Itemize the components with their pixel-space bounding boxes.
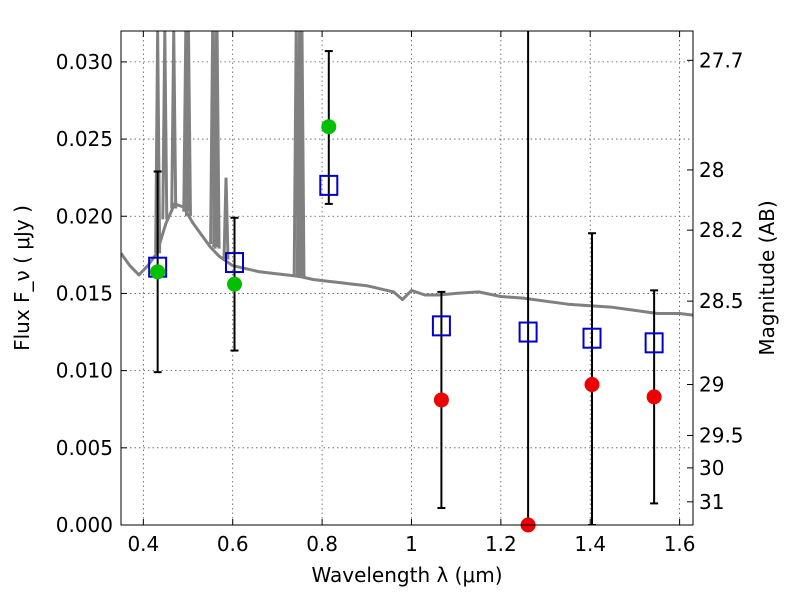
model-photometry — [148, 174, 664, 354]
emission-line — [154, 31, 162, 254]
y-tick-label: 0.005 — [56, 436, 113, 460]
x-axis-title: Wavelength λ (μm) — [311, 563, 502, 587]
detection-point — [150, 264, 166, 280]
y-tick-label: 0.020 — [56, 204, 113, 228]
upper-limit-point — [646, 389, 662, 405]
model-box — [518, 321, 538, 343]
y-tick-label: 0.025 — [56, 127, 113, 151]
right-tick-label: 31 — [699, 490, 724, 514]
right-tick-label: 30 — [699, 456, 724, 480]
x-tick-label: 1.6 — [664, 532, 696, 556]
upper-limit-point — [433, 392, 449, 408]
x-tick-label: 1.4 — [574, 532, 606, 556]
y-tick-label: 0.015 — [56, 281, 113, 305]
error-bars — [153, 31, 659, 525]
emission-line — [161, 31, 169, 220]
right-tick-label: 29 — [699, 373, 724, 397]
right-tick-label: 28.5 — [699, 289, 744, 313]
model-box — [644, 332, 664, 354]
model-spectrum — [121, 31, 693, 317]
x-tick-label: 1 — [405, 532, 418, 556]
y-tick-label: 0.000 — [56, 513, 113, 537]
model-box — [431, 315, 451, 337]
emission-line — [298, 31, 306, 279]
plot-frame — [120, 30, 694, 526]
right-axis-title: Magnitude (AB) — [755, 200, 779, 355]
detection-point — [321, 119, 337, 135]
x-tick-label: 0.6 — [217, 532, 249, 556]
x-tick-label: 0.4 — [127, 532, 159, 556]
emission-line — [184, 31, 192, 217]
right-tick-label: 28 — [699, 158, 724, 182]
x-axis: 0.4 0.6 0.8 1 1.2 1.4 1.6 — [127, 31, 696, 556]
right-tick-label: 28.2 — [699, 218, 744, 242]
emission-line — [222, 177, 230, 260]
upper-limit-point — [584, 377, 600, 393]
right-tick-label: 27.7 — [699, 48, 744, 72]
y-tick-label: 0.010 — [56, 359, 113, 383]
right-axis: 27.7 28 28.2 28.5 29 29.5 30 31 — [687, 48, 744, 514]
y-axis-title: Flux F_ν ( μJy ) — [10, 205, 34, 351]
x-tick-label: 0.8 — [306, 532, 338, 556]
model-box — [319, 174, 339, 196]
detection-point — [227, 276, 243, 292]
model-box — [225, 252, 245, 274]
grid — [121, 31, 693, 526]
right-tick-label: 29.5 — [699, 423, 744, 447]
y-axis: 0.000 0.005 0.010 0.015 0.020 0.025 0.030 — [56, 50, 127, 537]
x-tick-label: 1.2 — [485, 532, 517, 556]
model-box — [582, 327, 602, 349]
emission-line — [170, 31, 178, 209]
model-continuum — [121, 202, 693, 317]
emission-line — [213, 31, 221, 249]
y-tick-label: 0.030 — [56, 50, 113, 74]
